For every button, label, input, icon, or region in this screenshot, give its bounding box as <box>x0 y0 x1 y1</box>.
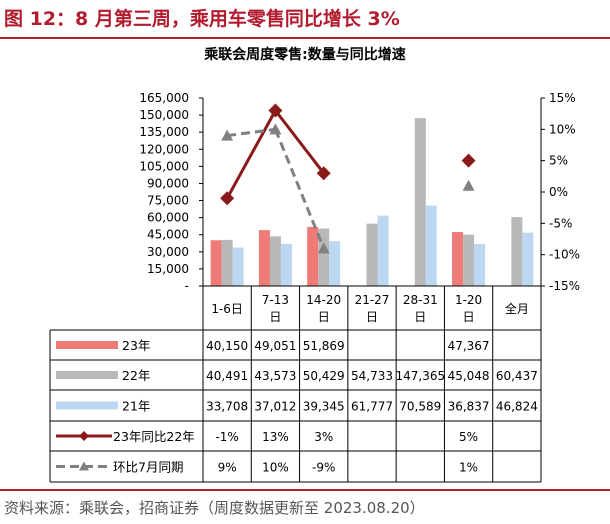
legend-label: 21年 <box>122 399 150 414</box>
left-axis-tick-label: 150,000 <box>139 108 189 122</box>
data-label: 47,367 <box>448 339 490 353</box>
chart-title: 乘联会周度零售:数量与同比增速 <box>204 47 406 63</box>
source-note: 资料来源：乘联会，招商证券（周度数据更新至 2023.08.20） <box>4 499 425 517</box>
legend-label: 环比7月同期 <box>113 460 183 475</box>
left-axis-tick-label: 165,000 <box>139 91 189 105</box>
right-axis-tick-label: 15% <box>549 91 576 105</box>
category-label: 28-31 日 <box>403 293 438 324</box>
left-axis-tick-label: 60,000 <box>147 211 189 225</box>
bar-22年-0 <box>221 239 233 286</box>
right-axis-tick-label: -10% <box>549 248 580 262</box>
bar-21年-4 <box>425 205 437 286</box>
data-label: 37,012 <box>254 400 296 414</box>
bar-21年-1 <box>280 243 292 286</box>
bar-23年-5 <box>452 232 464 286</box>
left-axis-tick-label: 105,000 <box>139 159 189 173</box>
left-axis-tick-label: 45,000 <box>147 228 189 242</box>
legend-label: 23年 <box>122 338 150 353</box>
line-segment-23年同比22年 <box>225 109 277 199</box>
bar-23年-0 <box>210 240 222 286</box>
line-point-环比7月同期 <box>317 242 330 254</box>
bar-22年-4 <box>414 118 426 287</box>
data-label: 9% <box>218 461 237 475</box>
figure-title: 图 12：8 月第三周，乘用车零售同比增长 3% <box>4 8 400 30</box>
chart: - 15,000 30,000 45,000 60,000 75,000 90,000 105… <box>49 91 580 483</box>
line-point-环比7月同期 <box>269 123 282 135</box>
bar-22年-3 <box>366 223 378 286</box>
footer-rule <box>0 489 610 491</box>
line-point-23年同比22年 <box>316 166 331 181</box>
data-label: 10% <box>262 461 289 475</box>
right-axis-tick-label: 5% <box>549 154 568 168</box>
data-label: 33,708 <box>206 400 248 414</box>
data-label: 3% <box>314 430 333 444</box>
line-segment-环比7月同期 <box>226 127 276 138</box>
data-label: 61,777 <box>351 400 393 414</box>
bar-21年-2 <box>329 241 341 286</box>
data-label: 46,824 <box>496 400 538 414</box>
legend-swatch-23年 <box>56 341 118 349</box>
data-label: 54,733 <box>351 369 393 383</box>
data-label: 50,429 <box>303 369 345 383</box>
bar-21年-3 <box>377 215 389 286</box>
category-label: 全月 <box>505 301 529 316</box>
line-point-23年同比22年 <box>220 191 235 206</box>
line-segment-23年同比22年 <box>274 109 325 175</box>
category-label: 7-13 日 <box>262 293 289 324</box>
left-axis-tick-label: - <box>185 279 189 293</box>
data-label: 40,150 <box>206 339 248 353</box>
legend-marker <box>79 431 89 441</box>
category-label: 1-20 日 <box>455 293 482 324</box>
data-label: 147,365 <box>395 369 445 383</box>
data-label: 39,345 <box>303 400 345 414</box>
data-label: 51,869 <box>303 339 345 353</box>
bar-22年-5 <box>463 234 475 286</box>
data-label: 13% <box>262 430 289 444</box>
bar-21年-6 <box>522 232 534 286</box>
bar-22年-2 <box>318 228 330 286</box>
left-axis-tick-label: 75,000 <box>147 194 189 208</box>
data-label: 45,048 <box>448 369 490 383</box>
data-label: 49,051 <box>254 339 296 353</box>
data-label: 43,573 <box>254 369 296 383</box>
left-axis-tick-label: 30,000 <box>147 245 189 259</box>
title-rule <box>0 37 610 39</box>
bar-21年-0 <box>232 247 244 286</box>
right-axis-tick-label: -15% <box>549 279 580 293</box>
data-label: -9% <box>312 461 335 475</box>
right-axis-tick-label: 0% <box>549 185 568 199</box>
data-label: -1% <box>215 430 238 444</box>
left-axis-tick-label: 135,000 <box>139 125 189 139</box>
left-axis-tick-label: 90,000 <box>147 176 189 190</box>
bar-23年-1 <box>258 230 270 286</box>
data-label: 70,589 <box>399 400 441 414</box>
category-label: 14-20 日 <box>306 293 341 324</box>
legend-swatch-22年 <box>56 371 118 379</box>
data-label: 60,437 <box>496 369 538 383</box>
left-axis-tick-label: 15,000 <box>147 262 189 276</box>
bar-23年-2 <box>307 226 319 286</box>
legend-marker <box>79 461 89 471</box>
data-label: 36,837 <box>448 400 490 414</box>
left-axis-tick-label: 120,000 <box>139 142 189 156</box>
line-point-23年同比22年 <box>268 103 283 118</box>
legend-swatch-21年 <box>56 401 118 410</box>
bar-22年-1 <box>269 236 281 286</box>
bar-22年-6 <box>511 217 523 286</box>
category-label: 21-27 日 <box>355 293 390 324</box>
right-axis-tick-label: 10% <box>549 122 576 136</box>
line-segment-环比7月同期 <box>274 128 326 249</box>
data-label: 5% <box>459 430 478 444</box>
right-axis-tick-label: -5% <box>549 216 572 230</box>
data-label: 40,491 <box>206 369 248 383</box>
data-label: 1% <box>459 461 478 475</box>
bar-21年-5 <box>474 244 486 286</box>
category-label: 1-6日 <box>211 302 243 316</box>
line-point-环比7月同期 <box>221 129 234 141</box>
legend-label: 23年同比22年 <box>113 429 195 444</box>
legend-label: 22年 <box>122 368 150 383</box>
line-point-23年同比22年 <box>461 153 476 168</box>
line-point-环比7月同期 <box>462 179 475 191</box>
